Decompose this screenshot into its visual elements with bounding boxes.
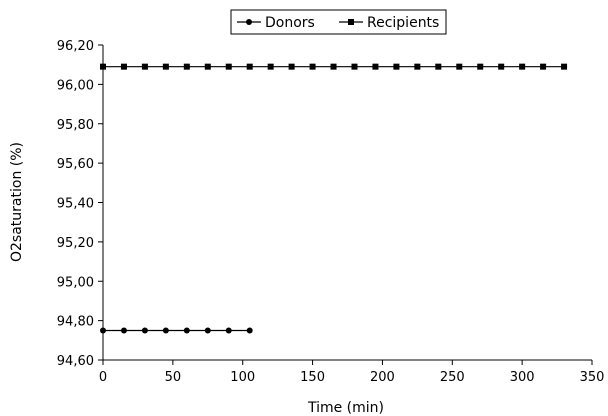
series-donors <box>100 327 253 334</box>
data-point <box>183 63 190 70</box>
data-point <box>246 63 253 70</box>
data-point <box>204 327 211 334</box>
data-point <box>141 327 148 334</box>
series-recipients <box>100 63 568 70</box>
data-point <box>456 63 463 70</box>
data-point <box>330 63 337 70</box>
x-axis-title: Time (min) <box>307 400 384 416</box>
y-tick-label: 96,00 <box>57 78 94 93</box>
data-point <box>414 63 421 70</box>
legend-item-donors: Donors <box>237 15 315 31</box>
series-layer <box>100 63 568 334</box>
x-tick-label: 50 <box>165 370 182 385</box>
data-point <box>372 63 379 70</box>
y-axis-title: O2saturation (%) <box>9 142 25 262</box>
data-point <box>519 63 526 70</box>
data-point <box>204 63 211 70</box>
data-point <box>225 63 232 70</box>
data-point <box>100 63 106 70</box>
data-point <box>540 63 547 70</box>
legend-label: Donors <box>265 15 315 31</box>
y-tick-label: 95,40 <box>57 197 94 212</box>
data-point <box>162 63 169 70</box>
legend-item-recipients: Recipients <box>339 15 439 31</box>
legend-label: Recipients <box>367 15 439 31</box>
legend-box <box>230 9 447 35</box>
data-point <box>183 327 190 334</box>
data-point <box>393 63 400 70</box>
x-tick-label: 150 <box>300 370 325 385</box>
data-point <box>267 63 274 70</box>
data-point <box>246 327 253 334</box>
data-point <box>477 63 484 70</box>
x-tick-label: 0 <box>99 370 107 385</box>
x-tick-label: 350 <box>580 370 605 385</box>
data-point <box>120 63 127 70</box>
legend-marker <box>246 19 252 25</box>
legend: Donors Recipients <box>230 9 447 35</box>
x-tick-label: 100 <box>230 370 255 385</box>
data-point <box>309 63 316 70</box>
y-tick-label: 94,80 <box>57 315 94 330</box>
data-point <box>162 327 169 334</box>
x-tick-label: 250 <box>440 370 465 385</box>
y-tick-label: 95,00 <box>57 275 94 290</box>
data-point <box>141 63 148 70</box>
data-point <box>435 63 442 70</box>
data-point <box>561 63 568 70</box>
data-point <box>225 327 232 334</box>
x-tick-label: 200 <box>370 370 395 385</box>
y-tick-label: 95,60 <box>57 157 94 172</box>
data-point <box>288 63 295 70</box>
data-point <box>120 327 127 334</box>
data-point <box>498 63 505 70</box>
y-tick-label: 94,60 <box>57 354 94 369</box>
x-tick-label: 300 <box>510 370 535 385</box>
y-tick-label: 95,80 <box>57 118 94 133</box>
y-tick-label: 96,20 <box>57 39 94 54</box>
y-tick-label: 95,20 <box>57 236 94 251</box>
legend-marker <box>348 19 354 25</box>
axes: 94,60 94,80 95,00 95,20 95,40 95,60 95,80 96,00… <box>57 39 605 385</box>
data-point <box>100 327 106 334</box>
data-point <box>351 63 358 70</box>
